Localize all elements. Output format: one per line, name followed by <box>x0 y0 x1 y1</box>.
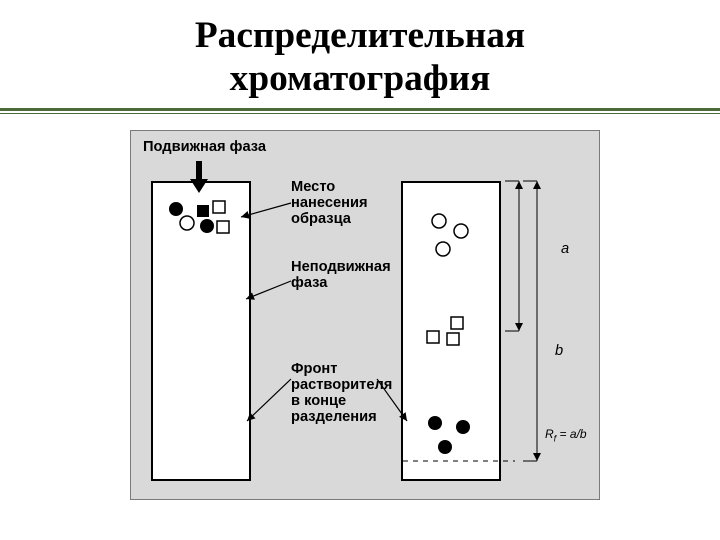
title-line-2: хроматография <box>0 57 720 100</box>
diagram-panel: Подвижная фаза Место нанесения образца Н… <box>130 130 600 500</box>
divider-sub <box>0 113 720 114</box>
page-title: Распределительная хроматография <box>0 14 720 100</box>
diagram-svg-layer <box>131 131 601 501</box>
title-line-1: Распределительная <box>0 14 720 57</box>
divider-main <box>0 108 720 111</box>
slide: { "title": { "line1": "Распределительная… <box>0 0 720 540</box>
